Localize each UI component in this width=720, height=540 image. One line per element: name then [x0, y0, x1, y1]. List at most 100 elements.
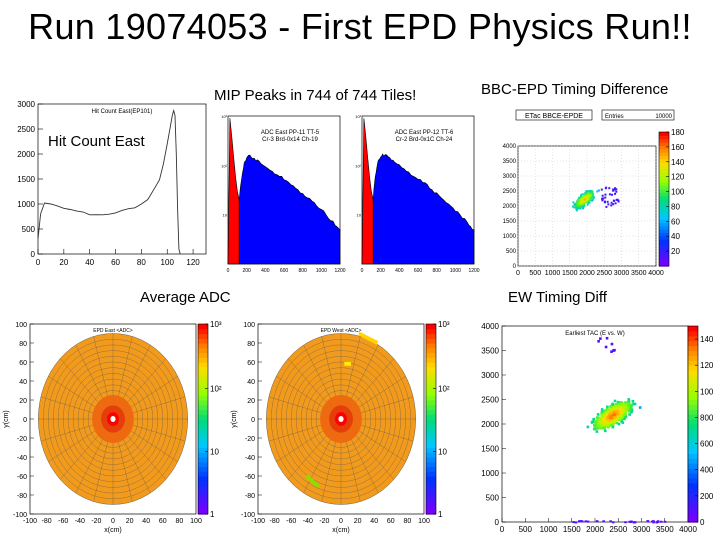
adc-pp11-xtick-label: 1000 — [316, 268, 327, 274]
epd-east-xtick-label: 0 — [111, 518, 115, 525]
ew-point — [610, 404, 614, 408]
ew-colorbar-cell — [688, 355, 698, 361]
adc-east-pp11-chart: ADC East PP-11 TT-5Cr-3 Brd-0x14 Ch-19 10… — [221, 114, 346, 274]
bbc-xtick-label: 1500 — [562, 270, 578, 277]
epd-west-colorbar-cell — [426, 357, 436, 363]
bbc-colorbar-cell — [659, 168, 669, 173]
bbc-ytick-label: 4000 — [503, 144, 517, 150]
ew-colorbar-label: 100 — [700, 387, 714, 396]
bbc-point — [580, 193, 583, 196]
ew-point — [613, 416, 617, 419]
bbc-colorbar-cell — [659, 172, 669, 177]
adc-pp11-title-line2: Cr-3 Brd-0x14 Ch-19 — [262, 137, 318, 143]
adc-pp12-xtick-label: 1000 — [450, 268, 461, 274]
ew-timing-chart: Earliest TAC (E vs. W)0 500 1000 1500 2000 25… — [481, 322, 714, 534]
ew-colorbar-cell — [688, 477, 698, 484]
adc-pp12-xtick-label: 1200 — [468, 268, 479, 274]
epd-west-colorbar-cell — [426, 490, 436, 496]
bbc-point — [584, 198, 587, 201]
epd-east-ylabel: y(cm) — [3, 410, 10, 428]
ew-point — [620, 406, 623, 410]
ew-colorbar-label: 400 — [700, 466, 714, 475]
epd-west-colorbar-cell — [426, 466, 436, 472]
bbc-point — [579, 207, 582, 210]
ew-point — [630, 409, 634, 413]
bbc-point — [601, 199, 604, 202]
ew-point — [611, 425, 615, 429]
epd-west-colorbar-cell — [426, 343, 436, 349]
ew-point — [595, 520, 599, 523]
ew-point — [629, 405, 633, 409]
bbc-point — [590, 197, 593, 200]
epd-east-hole — [110, 416, 116, 422]
slide-title: Run 19074053 - First EPD Physics Run!! — [28, 6, 692, 47]
bbc-point — [596, 190, 599, 193]
ew-ytick-label: 0 — [495, 518, 500, 527]
bbc-colorbar-frame — [658, 131, 670, 267]
ew-point — [596, 413, 600, 416]
ew-point — [627, 409, 631, 413]
ew-xtick-label: 4000 — [679, 525, 697, 534]
bbc-point — [600, 188, 603, 191]
bbc-stats-box — [601, 109, 675, 121]
bbc-point — [612, 188, 615, 191]
epd-west-ytick-label: -100 — [241, 512, 255, 519]
ew-point — [614, 417, 617, 421]
ew-point — [620, 415, 624, 419]
adc-pp12-ytick-label: 10² — [355, 163, 361, 168]
hit-ytick-label: 1500 — [17, 175, 35, 184]
adc-pp11-xtick-label: 400 — [261, 268, 270, 274]
ew-point — [606, 405, 609, 409]
ew-point — [612, 349, 615, 352]
epd-east-ytick-label: 40 — [19, 379, 27, 386]
bbc-ytick-label: 500 — [506, 249, 517, 255]
hit-xtick-label: 120 — [186, 258, 200, 267]
ew-point — [597, 339, 600, 343]
ew-point — [608, 423, 611, 426]
bbc-point — [575, 206, 578, 209]
ew-point — [599, 423, 603, 427]
bbc-point — [592, 196, 595, 199]
ew-point — [659, 520, 663, 523]
epd-west-colorbar-cell — [426, 480, 436, 487]
ew-colorbar-cell — [688, 409, 698, 415]
ew-colorbar-cell — [688, 428, 698, 435]
ew-point — [602, 412, 605, 416]
epd-east-map: EPD East <ADC> -100 -80 -60 -40 -20 0 20 40 60 80 1… — [3, 320, 222, 534]
epd-east-colorbar-cell — [198, 485, 208, 491]
ew-point — [618, 402, 621, 406]
ew-ytick-label: 1000 — [481, 469, 499, 478]
bbc-point — [574, 202, 577, 205]
ew-point — [630, 411, 633, 414]
bbc-point — [606, 200, 609, 203]
epd-west-colorbar-cell — [426, 376, 436, 382]
bbc-ytick-label: 0 — [513, 264, 517, 270]
epd-west-colorbar-cell — [426, 485, 436, 491]
ew-point — [597, 420, 600, 424]
ew-point — [606, 412, 609, 416]
ew-point — [601, 410, 604, 414]
ew-point — [624, 521, 627, 524]
ew-point — [595, 430, 599, 433]
epd-west-ytick-label: 40 — [247, 379, 255, 386]
bbc-xtick-label: 4000 — [648, 270, 664, 277]
epd-east-colorbar-cell — [198, 357, 208, 363]
epd-west-colorbar-cell — [426, 324, 436, 330]
ew-point — [621, 409, 625, 412]
hit-ytick-label: 3000 — [17, 100, 35, 109]
ew-colorbar-cell — [688, 365, 698, 371]
bbc-colorbar-cell — [659, 202, 669, 207]
epd-east-xtick-label: 100 — [190, 518, 202, 525]
bbc-point — [587, 190, 590, 193]
epd-east-colorbar-cell — [198, 366, 208, 373]
ew-point — [613, 413, 616, 417]
ew-point — [617, 422, 621, 426]
epd-east-colorbar-cell — [198, 466, 208, 472]
ew-point — [574, 521, 578, 524]
epd-west-xtick-label: 0 — [339, 518, 343, 525]
bbc-point — [613, 199, 616, 202]
ew-point — [619, 410, 623, 413]
epd-east-xtick-label: 60 — [159, 518, 167, 525]
bbc-xtick-label: 1000 — [545, 270, 561, 277]
